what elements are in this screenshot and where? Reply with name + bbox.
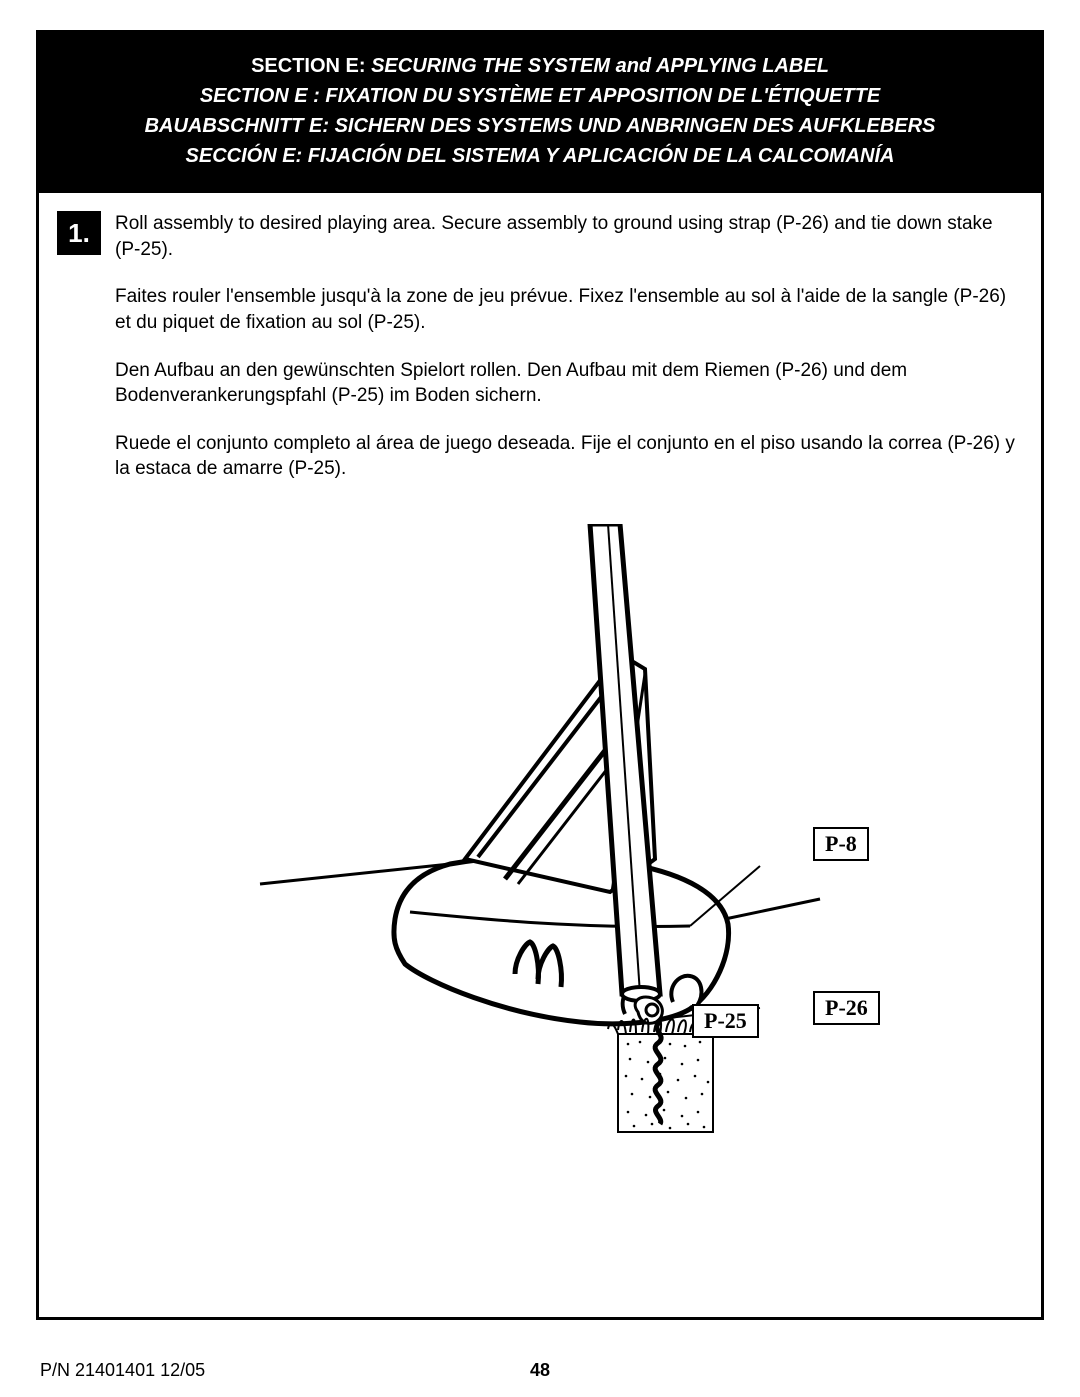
step-text: Roll assembly to desired playing area. S… (115, 211, 1019, 504)
title-text: SECCIÓN E: FIJACIÓN DEL SISTEMA Y APLICA… (186, 145, 895, 167)
title-es: SECCIÓN E: FIJACIÓN DEL SISTEMA Y APLICA… (49, 141, 1031, 171)
label-p26: P-26 (813, 991, 880, 1025)
page-frame: SECTION E: SECURING THE SYSTEM and APPLY… (36, 30, 1044, 1320)
step-number-badge: 1. (57, 211, 101, 255)
step-block: 1. Roll assembly to desired playing area… (39, 193, 1041, 504)
assembly-diagram (220, 524, 860, 1144)
instruction-de: Den Aufbau an den gewünschten Spielort r… (115, 358, 1019, 409)
page-number: 48 (530, 1360, 550, 1381)
title-text: SECTION E : FIXATION DU SYSTÈME ET APPOS… (200, 85, 880, 107)
label-p25: P-25 (692, 1004, 759, 1038)
section-header: SECTION E: SECURING THE SYSTEM and APPLY… (39, 33, 1041, 193)
page-footer: P/N 21401401 12/05 48 (40, 1360, 1040, 1381)
label-p8: P-8 (813, 827, 869, 861)
step-number: 1. (68, 218, 90, 249)
title-prefix: SECTION E: (251, 55, 371, 77)
instruction-en: Roll assembly to desired playing area. S… (115, 211, 1019, 262)
title-fr: SECTION E : FIXATION DU SYSTÈME ET APPOS… (49, 81, 1031, 111)
title-en: SECTION E: SECURING THE SYSTEM and APPLY… (49, 51, 1031, 81)
title-de: BAUABSCHNITT E: SICHERN DES SYSTEMS UND … (49, 111, 1031, 141)
instruction-fr: Faites rouler l'ensemble jusqu'à la zone… (115, 284, 1019, 335)
title-text: BAUABSCHNITT E: SICHERN DES SYSTEMS UND … (145, 115, 936, 137)
instruction-es: Ruede el conjunto completo al área de ju… (115, 431, 1019, 482)
diagram-area: P-8 P-26 P-25 (39, 524, 1041, 1144)
part-number: P/N 21401401 12/05 (40, 1360, 205, 1381)
title-suffix: SECURING THE SYSTEM and APPLYING LABEL (371, 55, 829, 77)
